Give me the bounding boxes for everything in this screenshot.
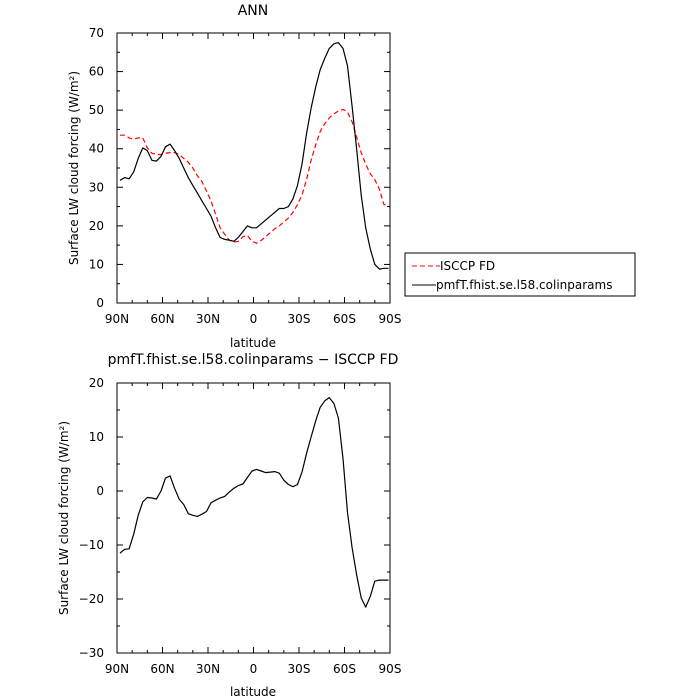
top-panel-title: ANN	[238, 3, 269, 19]
y-tick-label: 70	[89, 26, 104, 40]
x-tick-label: 30N	[196, 312, 220, 326]
bottom-y-axis-label: Surface LW cloud forcing (W/m²)	[57, 421, 71, 615]
x-tick-label: 90N	[105, 662, 129, 676]
y-tick-label: 0	[96, 484, 104, 498]
x-tick-label: 90N	[105, 312, 129, 326]
top-series	[119, 41, 389, 270]
legend-label-isccp-fd: ISCCP FD	[440, 259, 495, 273]
series-line-0-0	[120, 108, 389, 244]
y-tick-label: 20	[89, 376, 104, 390]
top-y-axis-label: Surface LW cloud forcing (W/m²)	[67, 71, 81, 265]
bottom-x-axis-label: latitude	[230, 685, 276, 699]
x-tick-label: 30N	[196, 662, 220, 676]
x-tick-label: 0	[250, 662, 258, 676]
x-tick-label: 30S	[288, 312, 311, 326]
x-tick-label: 30S	[288, 662, 311, 676]
bottom-ticks: 90N 60N 30N 0 30S 60S 90S −30 −20 −10 0 10 20	[79, 376, 402, 676]
y-tick-label: 0	[96, 296, 104, 310]
bottom-panel: pmfT.fhist.se.l58.colinparams − ISCCP FD…	[57, 352, 401, 699]
legend-box	[404, 252, 636, 297]
y-tick-label: −30	[79, 646, 104, 660]
y-tick-label: 10	[89, 257, 104, 271]
top-plot-frame	[116, 32, 391, 304]
y-tick-label: −10	[79, 538, 104, 552]
x-tick-label: 60S	[333, 662, 356, 676]
y-tick-label: 10	[89, 430, 104, 444]
y-tick-label: −20	[79, 592, 104, 606]
y-tick-label: 30	[89, 180, 104, 194]
legend: ISCCP FD pmfT.fhist.se.l58.colinparams	[404, 252, 636, 297]
y-tick-label: 50	[89, 103, 104, 117]
x-tick-label: 60N	[150, 312, 174, 326]
series-line-0-1	[119, 41, 389, 270]
x-tick-label: 90S	[379, 662, 402, 676]
top-ticks: 90N 60N 30N 0 30S 60S 90S 0 10 20 30 40 50 60 70	[89, 26, 402, 326]
x-tick-label: 0	[250, 312, 258, 326]
x-tick-label: 90S	[379, 312, 402, 326]
top-x-axis-label: latitude	[230, 336, 276, 350]
y-tick-label: 60	[89, 65, 104, 79]
top-panel: ANN 90N 60N 30N 0 30S 60S 90S 0 10 20 30 40 50 60 70 l…	[67, 3, 636, 350]
x-tick-label: 60S	[333, 312, 356, 326]
y-tick-label: 40	[89, 142, 104, 156]
legend-label-model: pmfT.fhist.se.l58.colinparams	[436, 278, 612, 292]
series-line-1-0	[119, 397, 389, 608]
bottom-plot-frame	[116, 382, 391, 654]
bottom-series	[119, 397, 389, 608]
x-tick-label: 60N	[150, 662, 174, 676]
y-tick-label: 20	[89, 219, 104, 233]
bottom-panel-title: pmfT.fhist.se.l58.colinparams − ISCCP FD	[108, 352, 399, 368]
